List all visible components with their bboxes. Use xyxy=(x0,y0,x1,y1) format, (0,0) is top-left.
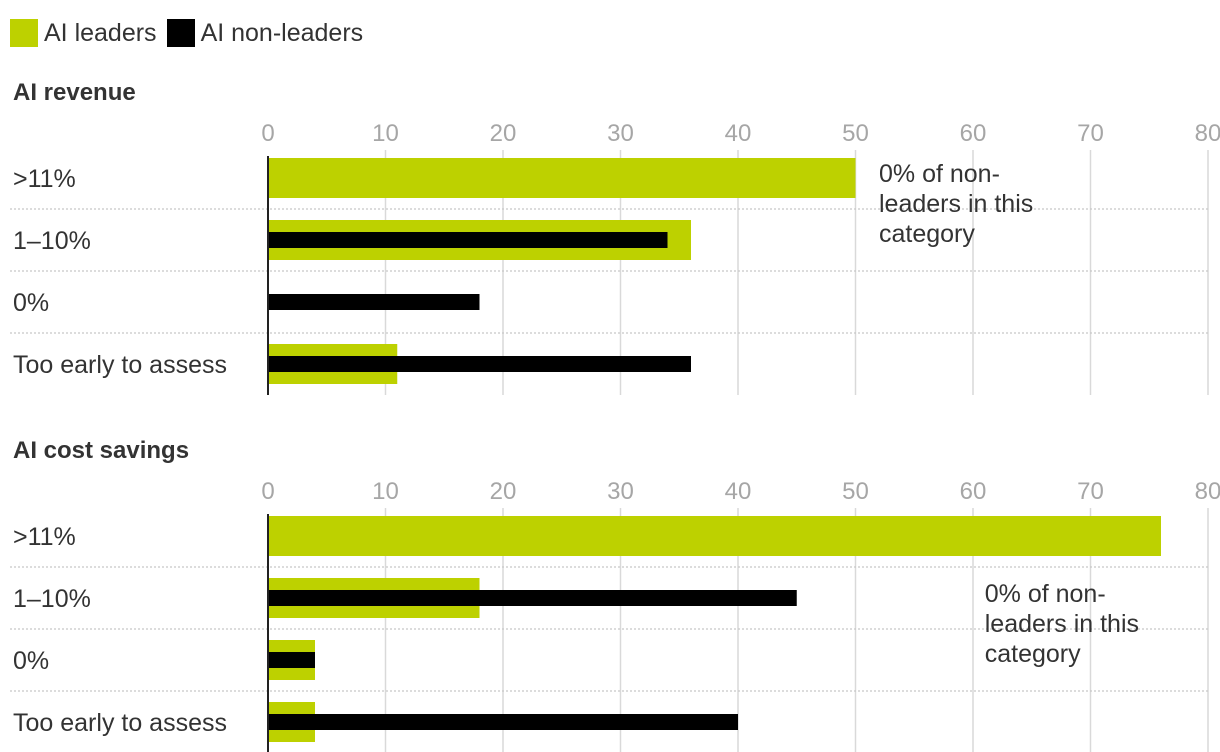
x-tick-label-30: 30 xyxy=(607,478,634,505)
annotation-line-2: leaders in this xyxy=(879,190,1033,218)
legend-item-ai-leaders: AI leaders xyxy=(10,19,157,48)
annotation-line-2: leaders in this xyxy=(985,610,1139,638)
x-tick-label-40: 40 xyxy=(725,120,752,147)
x-tick-label-60: 60 xyxy=(960,478,987,505)
annotation-line-1: 0% of non- xyxy=(985,580,1106,608)
x-tick-label-0: 0 xyxy=(261,120,274,147)
bar-ai-non-leaders-1-10 xyxy=(268,590,797,606)
bar-ai-leaders-11 xyxy=(268,158,856,198)
x-tick-label-80: 80 xyxy=(1195,120,1220,147)
bar-ai-non-leaders-too-early-to-assess xyxy=(268,714,738,730)
category-label-too-early-to-assess: Too early to assess xyxy=(13,351,227,379)
bar-ai-non-leaders-0 xyxy=(268,652,315,668)
category-label-11: >11% xyxy=(13,523,76,551)
chart-ai-cost-savings: 0 10 20 30 40 50 60 70 80 >11% 1–10% 0% Too early to… xyxy=(10,478,1220,752)
legend-label-ai-non-leaders: AI non-leaders xyxy=(200,18,364,47)
chart-title-ai-cost-savings: AI cost savings xyxy=(13,437,190,464)
x-tick-label-80: 80 xyxy=(1195,478,1220,505)
legend: AI leaders AI non-leaders xyxy=(10,18,373,48)
x-tick-label-30: 30 xyxy=(607,120,634,147)
x-tick-label-70: 70 xyxy=(1077,120,1104,147)
bar-ai-non-leaders-too-early-to-assess xyxy=(268,356,691,372)
category-label-1-10: 1–10% xyxy=(13,227,91,255)
annotation-line-1: 0% of non- xyxy=(879,160,1000,188)
bar-ai-non-leaders-1-10 xyxy=(268,232,668,248)
category-label-11: >11% xyxy=(13,165,76,193)
x-tick-label-60: 60 xyxy=(960,120,987,147)
x-tick-label-50: 50 xyxy=(842,120,869,147)
category-label-0: 0% xyxy=(13,289,49,317)
x-tick-label-20: 20 xyxy=(490,120,517,147)
annotation-line-3: category xyxy=(879,220,975,248)
legend-item-ai-non-leaders: AI non-leaders xyxy=(166,18,364,48)
x-tick-label-20: 20 xyxy=(490,478,517,505)
bar-ai-leaders-11 xyxy=(268,516,1161,556)
legend-swatch-ai-non-leaders xyxy=(166,19,195,47)
category-label-1-10: 1–10% xyxy=(13,585,91,613)
x-tick-label-10: 10 xyxy=(372,120,399,147)
chart-title-ai-revenue: AI revenue xyxy=(13,79,136,106)
bar-ai-non-leaders-0 xyxy=(268,294,480,310)
legend-label-ai-leaders: AI leaders xyxy=(44,18,157,47)
chart-ai-revenue: 0 10 20 30 40 50 60 70 80 >11% 1–10% 0% Too early to… xyxy=(10,120,1220,395)
x-tick-label-50: 50 xyxy=(842,478,869,505)
x-tick-label-10: 10 xyxy=(372,478,399,505)
category-label-too-early-to-assess: Too early to assess xyxy=(13,709,227,737)
x-tick-label-40: 40 xyxy=(725,478,752,505)
x-tick-label-70: 70 xyxy=(1077,478,1104,505)
category-label-0: 0% xyxy=(13,647,49,675)
legend-swatch-ai-leaders xyxy=(10,19,38,47)
x-tick-label-0: 0 xyxy=(261,478,274,505)
annotation-line-3: category xyxy=(985,640,1081,668)
